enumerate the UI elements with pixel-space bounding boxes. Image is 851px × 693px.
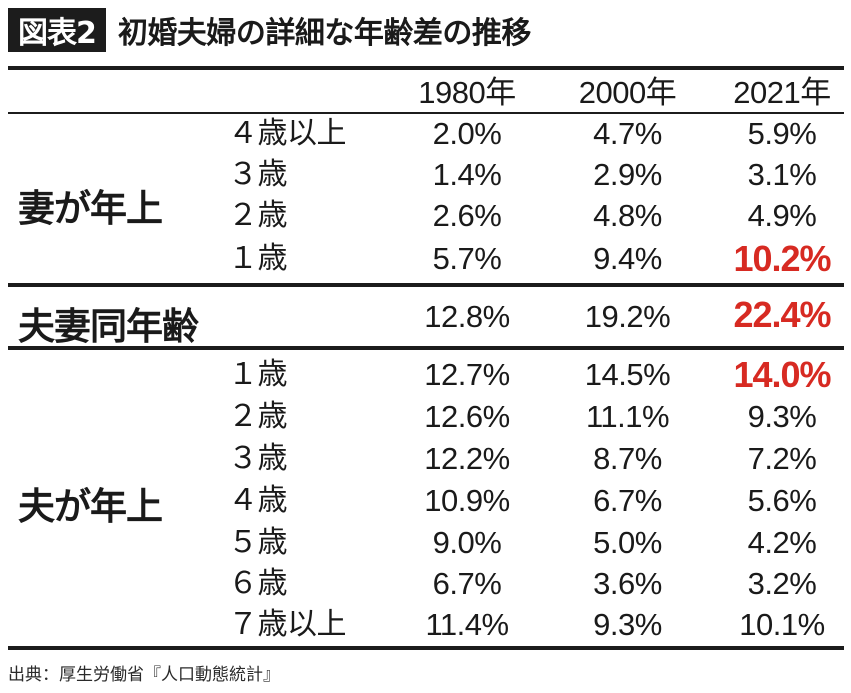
group-label-same-age: 夫妻同年齢	[18, 305, 199, 348]
table-cell: 11.1%	[585, 399, 670, 434]
page-title: 初婚夫婦の詳細な年齢差の推移	[117, 16, 532, 51]
table-bottom-rule	[8, 646, 844, 650]
source-note: 出典：厚生労働省『人口動態統計』	[8, 665, 280, 685]
table-cell: 5.0%	[593, 525, 662, 560]
table-cell: 3.6%	[593, 566, 662, 601]
table-cell: 5.9%	[747, 116, 817, 151]
table-cell: 8.7%	[593, 441, 662, 476]
row-label: ２歳	[228, 399, 288, 434]
table-top-rule	[8, 66, 844, 70]
table-cell: 11.4%	[425, 607, 509, 642]
table-cell: 12.6%	[424, 399, 510, 434]
table-cell: 19.2%	[584, 299, 671, 334]
highlighted-cell: 14.0%	[733, 354, 831, 395]
table-cell: 9.3%	[593, 607, 662, 642]
table-cell: 7.2%	[747, 441, 817, 476]
table-cell: 1.4%	[432, 157, 502, 192]
table-cell: 12.7%	[424, 357, 510, 392]
table-cell: 14.5%	[584, 357, 671, 392]
table-cell: 2.6%	[432, 198, 502, 233]
highlighted-cell: 10.2%	[733, 238, 831, 279]
figure-badge: 図表2	[8, 8, 106, 52]
group-divider-rule	[8, 283, 844, 287]
table-cell: 4.8%	[593, 198, 662, 233]
table-cell: 5.7%	[432, 241, 502, 276]
table-cell: 9.3%	[747, 399, 817, 434]
group-label-husband-older: 夫が年上	[18, 485, 163, 528]
row-label: １歳	[228, 357, 288, 392]
row-label: ２歳	[228, 198, 288, 233]
table-cell: 4.7%	[593, 116, 662, 151]
table-cell: 9.0%	[432, 525, 502, 560]
row-label: ３歳	[228, 157, 288, 192]
group-label-wife-older: 妻が年上	[18, 187, 163, 230]
table-cell: 12.8%	[424, 299, 510, 334]
row-label: ５歳	[228, 525, 288, 560]
table-cell: 3.1%	[747, 157, 817, 192]
highlighted-cell: 22.4%	[733, 294, 831, 335]
row-label: ７歳以上	[228, 607, 347, 642]
header-rule	[8, 112, 844, 114]
table-cell: 6.7%	[593, 483, 662, 518]
column-header-2000: 2000年	[578, 75, 677, 110]
title-row: 図表2 初婚夫婦の詳細な年齢差の推移	[8, 6, 531, 54]
column-header-2021: 2021年	[733, 75, 831, 110]
row-label: ３歳	[228, 441, 288, 476]
row-label: ４歳	[228, 483, 288, 518]
table-cell: 4.2%	[747, 525, 817, 560]
table-cell: 3.2%	[747, 566, 817, 601]
row-label: ４歳以上	[228, 116, 347, 151]
table-cell: 6.7%	[432, 566, 502, 601]
table-cell: 12.2%	[424, 441, 510, 476]
table-cell: 2.0%	[432, 116, 502, 151]
table-cell: 5.6%	[747, 483, 817, 518]
table-cell: 4.9%	[747, 198, 817, 233]
table-cell: 2.9%	[593, 157, 662, 192]
group-divider-rule	[8, 346, 844, 350]
table-cell: 9.4%	[593, 241, 662, 276]
table-cell: 10.1%	[739, 607, 825, 642]
table-cell: 10.9%	[424, 483, 510, 518]
row-label: １歳	[228, 241, 288, 276]
row-label: ６歳	[228, 566, 288, 601]
column-header-1980: 1980年	[418, 75, 516, 110]
